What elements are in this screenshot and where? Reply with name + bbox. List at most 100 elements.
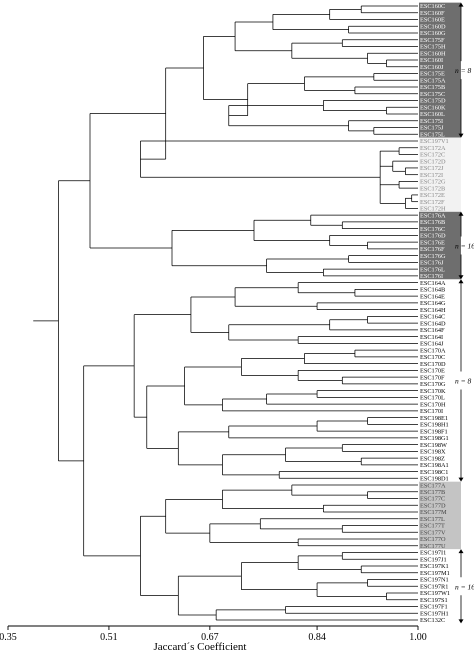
group-bracket-arrow-down-2 <box>458 275 464 280</box>
leaf-label: ESC197W1 <box>420 590 450 597</box>
leaf-label: ESC160K <box>420 104 446 111</box>
leaf-label: ESC177U <box>420 543 446 550</box>
leaf-label: ESC198X <box>420 449 446 456</box>
leaf-label: ESC197M1 <box>420 570 450 577</box>
group-band-1 <box>419 137 461 212</box>
leaf-label: ESC170F <box>420 374 445 381</box>
x-tick-label: 1.00 <box>409 632 427 643</box>
leaf-label: ESC198H1 <box>420 422 449 429</box>
leaf-label: ESC177A <box>420 482 446 489</box>
leaf-label: ESC176J <box>420 260 444 267</box>
leaf-label: ESC177V <box>420 529 446 536</box>
group-size-label-0: n = 8 <box>455 66 472 75</box>
leaf-label: ESC197R1 <box>420 583 448 590</box>
leaf-label: ESC160E <box>420 17 445 24</box>
leaf-label: ESC164H <box>420 307 446 314</box>
group-bracket-arrow-down-3 <box>458 477 464 482</box>
leaf-label: ESC170K <box>420 388 446 395</box>
leaf-label: ESC198Z <box>420 455 445 462</box>
leaf-label: ESC177T <box>420 523 445 530</box>
group-bands <box>419 2 461 550</box>
group-band-2 <box>419 211 461 280</box>
leaf-label: ESC172C <box>420 152 445 159</box>
leaf-label: ESC160F <box>420 10 445 17</box>
leaf-label: ESC164A <box>420 280 446 287</box>
leaf-label: ESC177B <box>420 489 445 496</box>
x-tick-label: 0.67 <box>201 632 219 643</box>
leaf-label: ESC160C <box>420 3 445 10</box>
leaf-label: ESC172B <box>420 185 445 192</box>
leaf-label: ESC176G <box>420 253 446 260</box>
leaf-label: ESC164F <box>420 327 445 334</box>
leaf-label: ESC160L <box>420 111 445 118</box>
leaf-label: ESC132C <box>420 617 445 624</box>
leaf-label: ESC175C <box>420 91 445 98</box>
leaf-label: ESC175F <box>420 37 445 44</box>
leaf-label: ESC198E1 <box>420 415 448 422</box>
group-brackets: n = 8 n = 16 n = 8 n = 16 <box>455 2 474 624</box>
leaf-label: ESC198A1 <box>420 462 449 469</box>
leaf-label: ESC164J <box>420 341 444 348</box>
leaf-label: ESC164G <box>420 300 446 307</box>
leaf-label: ESC197J1 <box>420 556 447 563</box>
leaf-label: ESC160I <box>420 57 443 64</box>
leaf-label: ESC175B <box>420 84 445 91</box>
leaf-label: ESC160G <box>420 30 446 37</box>
leaf-label: ESC170I <box>420 408 443 415</box>
leaf-label: ESC175J <box>420 125 444 132</box>
leaf-label: ESC177O <box>420 536 446 543</box>
leaf-label: ESC170D <box>420 361 446 368</box>
leaf-label: ESC160D <box>420 23 446 30</box>
x-axis: 0.35 0.51 0.67 0.84 1.00 <box>0 625 427 643</box>
leaf-label: ESC176F <box>420 246 445 253</box>
group-size-label-3: n = 8 <box>455 376 472 385</box>
leaf-label: ESC175A <box>420 77 446 84</box>
leaf-label: ESC198W <box>420 442 447 449</box>
leaf-label: ESC197K1 <box>420 563 449 570</box>
group-band-4 <box>419 481 461 550</box>
x-tick-label: 0.51 <box>100 632 118 643</box>
leaf-label: ESC164B <box>420 287 445 294</box>
leaf-label: ESC177L <box>420 516 445 523</box>
x-tick-label: 0.84 <box>308 632 326 643</box>
leaf-label: ESC172E <box>420 192 445 199</box>
leaf-label: ESC172J <box>420 165 444 172</box>
leaf-label: ESC197N1 <box>420 577 449 584</box>
leaf-label: ESC172G <box>420 179 446 186</box>
leaf-label: ESC197I1 <box>420 550 446 557</box>
group-bracket-arrow-down-5 <box>458 619 464 624</box>
leaf-label: ESC197S1 <box>420 597 448 604</box>
leaf-label: ESC176I <box>420 273 443 280</box>
group-bracket-arrow-up-0 <box>458 2 464 7</box>
x-axis-label: Jaccard´s Coefficient <box>154 641 247 653</box>
leaf-label: ESC176L <box>420 266 445 273</box>
group-bracket-arrow-up-3 <box>458 279 464 284</box>
leaf-label: ESC164C <box>420 314 445 321</box>
tree-branches <box>33 5 418 621</box>
leaf-label: ESC197V1 <box>420 138 449 145</box>
leaf-label: ESC160J <box>420 64 444 71</box>
leaf-label: ESC198G1 <box>420 435 449 442</box>
leaf-label: ESC175E <box>420 71 445 78</box>
group-bracket-arrow-down-0 <box>458 133 464 138</box>
leaf-label: ESC176D <box>420 233 446 240</box>
leaf-label: ESC170A <box>420 347 446 354</box>
leaf-label: ESC176C <box>420 226 445 233</box>
leaf-label: ESC177C <box>420 496 445 503</box>
leaf-label: ESC176E <box>420 239 445 246</box>
group-size-label-2: n = 16 <box>455 242 474 251</box>
group-size-label-5: n = 16 <box>455 582 474 591</box>
leaf-label: ESC175I <box>420 118 443 125</box>
leaf-label: ESC172A <box>420 145 446 152</box>
leaf-label: ESC175H <box>420 44 446 51</box>
leaf-label: ESC164E <box>420 293 445 300</box>
leaf-label: ESC170G <box>420 381 446 388</box>
leaf-label: ESC176B <box>420 219 445 226</box>
leaf-label: ESC198C1 <box>420 469 448 476</box>
leaf-label: ESC164I <box>420 334 443 341</box>
leaf-label: ESC172H <box>420 206 446 213</box>
leaf-label: ESC164D <box>420 320 446 327</box>
leaf-label: ESC197H1 <box>420 610 449 617</box>
